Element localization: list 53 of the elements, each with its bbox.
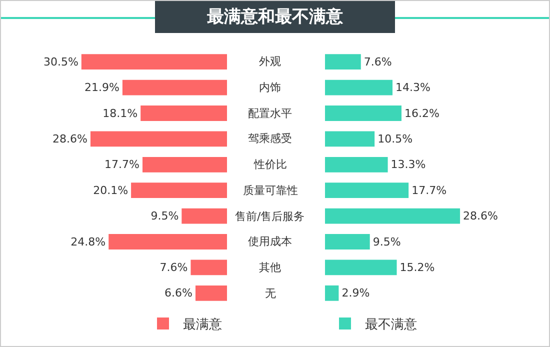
- bar: [325, 80, 393, 96]
- legend-label: 最不满意: [365, 318, 417, 333]
- data-label: 17.7%: [412, 184, 447, 197]
- bar: [131, 182, 227, 198]
- data-label: 17.7%: [104, 158, 140, 172]
- legend-label: 最满意: [183, 318, 222, 333]
- bar: [325, 131, 375, 147]
- bar: [325, 285, 339, 301]
- bar: [81, 54, 227, 70]
- bar: [140, 106, 227, 121]
- data-label: 14.3%: [396, 81, 430, 94]
- data-label: 21.9%: [84, 81, 120, 94]
- bar: [182, 208, 227, 224]
- data-label: 16.2%: [404, 106, 440, 120]
- bar: [108, 234, 227, 250]
- y-tick-label: 质量可靠性: [243, 184, 298, 197]
- data-label: 7.6%: [364, 55, 392, 68]
- bar: [325, 106, 402, 121]
- data-label: 24.8%: [70, 235, 106, 248]
- y-tick-label: 其他: [259, 261, 281, 274]
- y-tick-label: 配置水平: [248, 107, 292, 120]
- bar: [325, 156, 388, 172]
- text: 最满意和最不满意: [155, 1, 395, 33]
- y-tick-label: 内饰: [259, 81, 281, 94]
- y-tick-label: 无: [265, 287, 276, 300]
- data-label: 15.2%: [400, 260, 435, 274]
- data-label: 13.3%: [390, 158, 426, 172]
- data-label: 9.5%: [372, 235, 401, 248]
- bar: [90, 131, 227, 147]
- bar: [190, 260, 227, 276]
- data-label: 9.5%: [150, 210, 179, 223]
- data-label: 7.6%: [160, 260, 188, 274]
- y-tick-label: 售前/售后服务: [235, 210, 305, 223]
- bar: [325, 234, 370, 250]
- bar: [325, 54, 361, 70]
- data-label: 18.1%: [102, 106, 138, 120]
- bar: [122, 80, 227, 96]
- data-label: 20.1%: [93, 184, 128, 197]
- data-label: 30.5%: [43, 55, 78, 68]
- y-tick-label: 性价比: [253, 158, 287, 171]
- bar: [195, 285, 227, 301]
- bar: [325, 182, 409, 198]
- data-label: 6.6%: [164, 286, 192, 300]
- bar: [325, 260, 397, 276]
- data-label: 28.6%: [463, 210, 498, 223]
- data-label: 10.5%: [378, 132, 413, 146]
- data-label: 28.6%: [52, 132, 88, 146]
- data-label: 2.9%: [342, 286, 370, 300]
- y-tick-label: 使用成本: [248, 235, 292, 248]
- bar: [325, 208, 460, 224]
- bar: [142, 156, 227, 172]
- y-tick-label: 驾乘感受: [248, 132, 292, 145]
- y-tick-label: 外观: [259, 55, 281, 68]
